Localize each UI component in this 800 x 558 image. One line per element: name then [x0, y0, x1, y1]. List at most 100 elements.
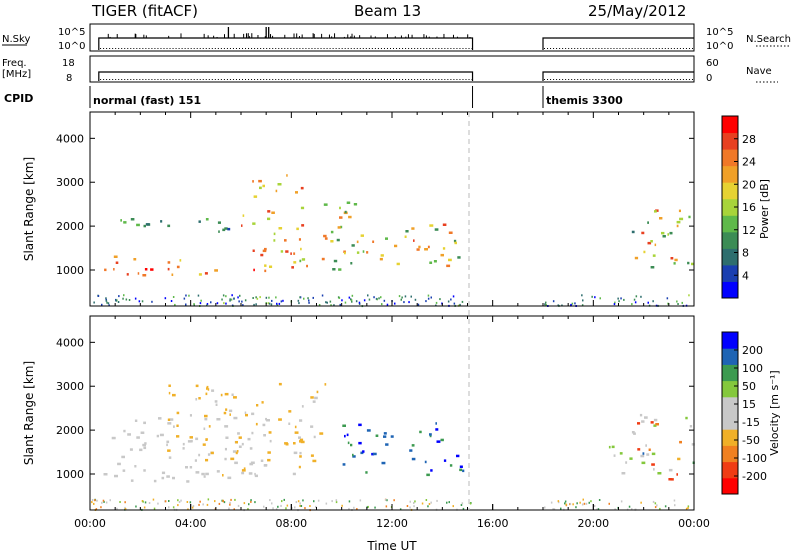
heatmap-cell: [342, 463, 346, 466]
heatmap-cell: [101, 501, 103, 504]
nsky-dot: [380, 48, 382, 49]
nsky-dot: [296, 48, 298, 49]
heatmap-cell: [241, 442, 244, 446]
nsky-dot: [676, 48, 678, 49]
heatmap-cell: [325, 502, 328, 505]
nsky-dot: [459, 48, 461, 49]
heatmap-cell: [205, 458, 209, 462]
nsky-dot: [444, 48, 446, 49]
heatmap-cell: [217, 221, 221, 224]
heatmap-cell: [597, 508, 600, 511]
velocity-colorbar-swatch: [722, 413, 738, 430]
freq-trace: [98, 71, 694, 81]
heatmap-cell: [429, 433, 432, 436]
heatmap-cell: [620, 500, 623, 503]
nsky-dot: [438, 48, 440, 49]
nsky-dot: [257, 48, 259, 49]
heatmap-cell: [351, 244, 355, 247]
heatmap-cell: [611, 445, 615, 449]
power-ytick-label: 1000: [56, 264, 84, 277]
freq-dot: [251, 79, 253, 80]
freq-dot: [380, 79, 382, 80]
heatmap-cell: [449, 464, 453, 467]
heatmap-cell: [436, 499, 438, 502]
heatmap-cell: [348, 500, 351, 503]
freq-dot: [245, 79, 247, 80]
freq-dot: [604, 79, 606, 80]
freq-dot: [383, 79, 385, 80]
freq-dot: [362, 79, 364, 80]
heatmap-cell: [339, 206, 341, 210]
heatmap-cell: [220, 393, 223, 397]
heatmap-cell: [293, 451, 298, 455]
freq-dot: [550, 79, 552, 80]
heatmap-cell: [176, 411, 180, 415]
nsky-dot: [202, 48, 204, 49]
heatmap-cell: [383, 299, 386, 302]
heatmap-cell: [358, 441, 362, 445]
heatmap-cell: [469, 502, 472, 505]
heatmap-cell: [414, 500, 416, 503]
freq-dot: [214, 79, 216, 80]
heatmap-cell: [271, 299, 273, 302]
heatmap-cell: [637, 448, 641, 451]
heatmap-cell: [435, 422, 437, 425]
heatmap-cell: [177, 504, 179, 507]
nsky-dot: [226, 48, 228, 49]
heatmap-cell: [653, 418, 658, 422]
heatmap-cell: [194, 459, 197, 462]
heatmap-cell: [241, 300, 243, 303]
heatmap-cell: [189, 414, 192, 417]
nsky-dot: [302, 48, 304, 49]
nsky-dot: [601, 48, 603, 49]
heatmap-cell: [411, 444, 415, 447]
heatmap-cell: [222, 474, 224, 477]
heatmap-cell: [243, 502, 246, 505]
freq-dot: [414, 79, 416, 80]
velocity-xlabel: Time UT: [366, 539, 417, 553]
heatmap-cell: [205, 218, 209, 221]
heatmap-cell: [115, 299, 117, 302]
freq-dot: [634, 79, 636, 80]
heatmap-cell: [201, 472, 205, 476]
heatmap-cell: [253, 303, 255, 306]
heatmap-cell: [446, 264, 451, 268]
freq-dot: [109, 79, 111, 80]
heatmap-cell: [218, 502, 221, 505]
heatmap-cell: [300, 206, 305, 210]
heatmap-cell: [668, 478, 672, 481]
freq-dot: [314, 79, 316, 80]
heatmap-cell: [294, 425, 297, 429]
heatmap-cell: [385, 505, 388, 508]
nsky-dot: [269, 48, 271, 49]
power-colorbar-swatch: [722, 264, 738, 282]
heatmap-cell: [252, 249, 255, 252]
heatmap-cell: [450, 298, 452, 301]
heatmap-cell: [285, 443, 289, 446]
heatmap-cell: [189, 466, 193, 469]
nsky-dot: [187, 48, 189, 49]
heatmap-cell: [565, 503, 568, 506]
heatmap-cell: [688, 294, 690, 297]
heatmap-cell: [306, 264, 308, 268]
heatmap-cell: [174, 303, 176, 306]
heatmap-cell: [290, 252, 292, 255]
freq-dot: [347, 79, 349, 80]
heatmap-cell: [123, 221, 127, 224]
heatmap-cell: [674, 258, 678, 262]
heatmap-cell: [350, 299, 353, 302]
heatmap-cell: [640, 501, 642, 504]
nsky-dot: [323, 48, 325, 49]
heatmap-cell: [447, 300, 450, 303]
heatmap-cell: [350, 298, 352, 301]
freq-dot: [580, 79, 582, 80]
heatmap-cell: [338, 268, 342, 271]
nsky-dot: [151, 48, 153, 49]
heatmap-cell: [351, 300, 353, 303]
heatmap-cell: [594, 296, 596, 299]
freq-dot: [166, 79, 168, 80]
freq-dot: [589, 79, 591, 80]
heatmap-cell: [386, 499, 388, 502]
heatmap-cell: [183, 297, 186, 300]
